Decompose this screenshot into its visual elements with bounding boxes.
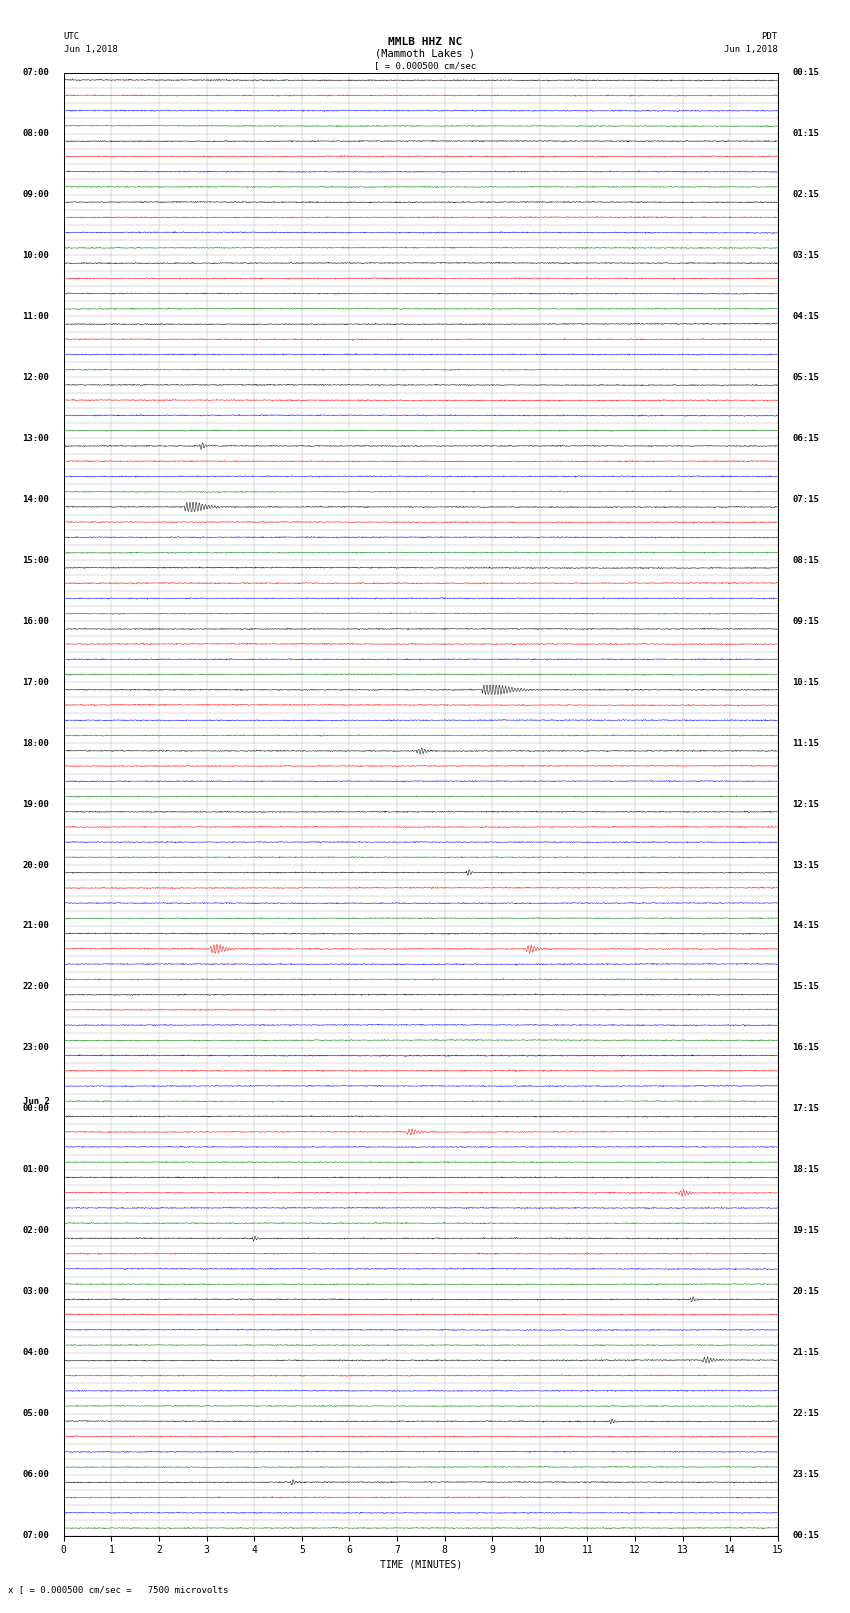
Text: 00:00: 00:00 bbox=[23, 1105, 49, 1113]
Text: 09:00: 09:00 bbox=[23, 190, 49, 198]
Text: 11:00: 11:00 bbox=[23, 311, 49, 321]
Text: 07:00: 07:00 bbox=[23, 1531, 49, 1540]
Text: 15:15: 15:15 bbox=[792, 982, 819, 992]
Text: 00:15: 00:15 bbox=[792, 1531, 819, 1540]
Text: 11:15: 11:15 bbox=[792, 739, 819, 747]
Text: 16:15: 16:15 bbox=[792, 1044, 819, 1052]
Text: [ = 0.000500 cm/sec: [ = 0.000500 cm/sec bbox=[374, 61, 476, 71]
Text: Jun 1,2018: Jun 1,2018 bbox=[724, 45, 778, 55]
Text: 07:00: 07:00 bbox=[23, 68, 49, 77]
Text: 02:00: 02:00 bbox=[23, 1226, 49, 1236]
Text: 10:15: 10:15 bbox=[792, 677, 819, 687]
Text: 01:00: 01:00 bbox=[23, 1165, 49, 1174]
Text: 08:15: 08:15 bbox=[792, 556, 819, 565]
Text: 05:00: 05:00 bbox=[23, 1410, 49, 1418]
Text: 03:15: 03:15 bbox=[792, 252, 819, 260]
Text: MMLB HHZ NC: MMLB HHZ NC bbox=[388, 37, 462, 47]
Text: 17:15: 17:15 bbox=[792, 1105, 819, 1113]
Text: 13:15: 13:15 bbox=[792, 861, 819, 869]
Text: Jun 1,2018: Jun 1,2018 bbox=[64, 45, 117, 55]
Text: 22:00: 22:00 bbox=[23, 982, 49, 992]
Text: 18:00: 18:00 bbox=[23, 739, 49, 747]
Text: 23:15: 23:15 bbox=[792, 1469, 819, 1479]
Text: 18:15: 18:15 bbox=[792, 1165, 819, 1174]
Text: 05:15: 05:15 bbox=[792, 373, 819, 382]
Text: 14:00: 14:00 bbox=[23, 495, 49, 503]
Text: 06:15: 06:15 bbox=[792, 434, 819, 444]
Text: 06:00: 06:00 bbox=[23, 1469, 49, 1479]
Text: 07:15: 07:15 bbox=[792, 495, 819, 503]
Text: 02:15: 02:15 bbox=[792, 190, 819, 198]
Text: 14:15: 14:15 bbox=[792, 921, 819, 931]
Text: 21:15: 21:15 bbox=[792, 1348, 819, 1357]
Text: 08:00: 08:00 bbox=[23, 129, 49, 139]
Text: 17:00: 17:00 bbox=[23, 677, 49, 687]
Text: Jun 2: Jun 2 bbox=[23, 1097, 49, 1107]
Text: 23:00: 23:00 bbox=[23, 1044, 49, 1052]
Text: 03:00: 03:00 bbox=[23, 1287, 49, 1297]
Text: 16:00: 16:00 bbox=[23, 616, 49, 626]
Text: 20:00: 20:00 bbox=[23, 861, 49, 869]
Text: 01:15: 01:15 bbox=[792, 129, 819, 139]
Text: 19:15: 19:15 bbox=[792, 1226, 819, 1236]
Text: UTC: UTC bbox=[64, 32, 80, 42]
Text: 13:00: 13:00 bbox=[23, 434, 49, 444]
Text: 12:00: 12:00 bbox=[23, 373, 49, 382]
Text: (Mammoth Lakes ): (Mammoth Lakes ) bbox=[375, 48, 475, 58]
Text: 15:00: 15:00 bbox=[23, 556, 49, 565]
Text: 00:15: 00:15 bbox=[792, 68, 819, 77]
X-axis label: TIME (MINUTES): TIME (MINUTES) bbox=[380, 1560, 462, 1569]
Text: 21:00: 21:00 bbox=[23, 921, 49, 931]
Text: 12:15: 12:15 bbox=[792, 800, 819, 808]
Text: 20:15: 20:15 bbox=[792, 1287, 819, 1297]
Text: 19:00: 19:00 bbox=[23, 800, 49, 808]
Text: 10:00: 10:00 bbox=[23, 252, 49, 260]
Text: 22:15: 22:15 bbox=[792, 1410, 819, 1418]
Text: PDT: PDT bbox=[762, 32, 778, 42]
Text: 04:15: 04:15 bbox=[792, 311, 819, 321]
Text: x [ = 0.000500 cm/sec =   7500 microvolts: x [ = 0.000500 cm/sec = 7500 microvolts bbox=[8, 1584, 229, 1594]
Text: 04:00: 04:00 bbox=[23, 1348, 49, 1357]
Text: 09:15: 09:15 bbox=[792, 616, 819, 626]
